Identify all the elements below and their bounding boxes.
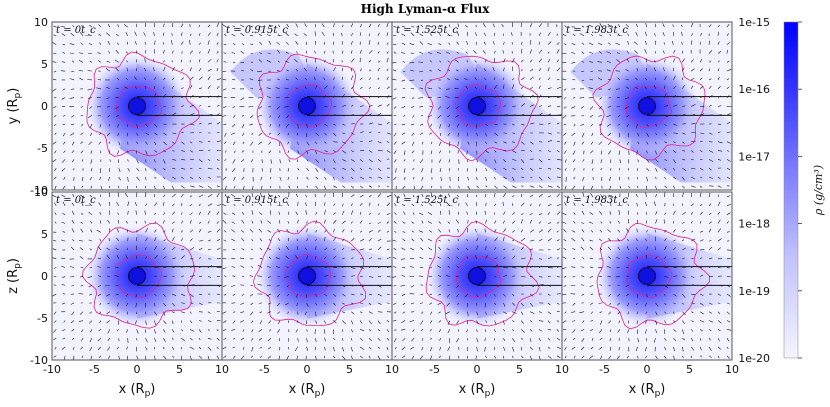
- density-contour: [592, 55, 706, 161]
- panel-r1-c1: t = 0.915t_c: [221, 191, 393, 361]
- velocity-arrows: [52, 22, 222, 190]
- x-tick-label: 10: [555, 363, 569, 376]
- density-contour: [86, 51, 200, 157]
- panel-r0-c0: t = 0t_c: [51, 21, 223, 191]
- x-tick-label: 5: [686, 363, 693, 376]
- panel-time-label: t = 0.915t_c: [226, 195, 288, 206]
- planet: [468, 97, 486, 115]
- planet: [638, 97, 656, 115]
- x-tick-label: 0: [134, 363, 141, 376]
- x-tick-label: 0: [644, 363, 651, 376]
- panel-time-label: t = 1.983t_c: [566, 195, 628, 206]
- y-tick-label: -10: [30, 354, 48, 367]
- x-tick-label: 10: [215, 363, 229, 376]
- x-tick-label: -5: [89, 363, 100, 376]
- panel-r1-c2: t = 1.525t_c: [391, 191, 563, 361]
- velocity-arrows: [222, 22, 391, 190]
- y-tick-label: -5: [37, 312, 48, 325]
- velocity-arrows: [562, 22, 732, 190]
- x-tick-label: 5: [346, 363, 353, 376]
- colorbar-tick-label: 1e-15: [738, 16, 770, 29]
- velocity-arrows: [222, 192, 392, 360]
- colorbar-tick-label: 1e-18: [738, 218, 770, 231]
- density-contour-inner: [454, 83, 501, 127]
- x-axis-label: x (Rp): [119, 382, 156, 399]
- density-contour-inner: [284, 253, 331, 297]
- panel-r0-c3: t = 1.983t_c: [561, 21, 733, 191]
- panel-r1-c3: t = 1.983t_c: [561, 191, 733, 361]
- y-tick-label: 0: [41, 100, 48, 113]
- density-contour-inner: [455, 255, 502, 298]
- panel-r0-c2: t = 1.525t_c: [391, 21, 563, 191]
- density-contour: [81, 222, 195, 329]
- x-tick-label: 5: [516, 363, 523, 376]
- y-tick-label: -10: [30, 184, 48, 197]
- y-tick-label: 0: [41, 270, 48, 283]
- y-tick-label: -5: [37, 142, 48, 155]
- velocity-arrows: [562, 192, 732, 360]
- planet: [128, 97, 146, 115]
- density-contour-inner: [626, 85, 672, 128]
- density-contour: [596, 223, 710, 330]
- velocity-arrows: [52, 192, 222, 360]
- panel-time-label: t = 1.525t_c: [396, 195, 458, 206]
- colorbar-tick-label: 1e-17: [738, 150, 770, 163]
- velocity-arrows: [392, 192, 562, 360]
- colorbar-tick-label: 1e-19: [738, 285, 770, 298]
- colorbar-gradient: [783, 21, 799, 359]
- x-axis-label: x (Rp): [459, 382, 496, 399]
- x-tick-label: 10: [385, 363, 399, 376]
- density-contour: [252, 220, 367, 327]
- y-axis-label: y (Rp): [6, 88, 23, 125]
- x-tick-label: 0: [304, 363, 311, 376]
- axes-labels: 10 5 0 -5 -10 y (Rp) 10 5 0 -5 -10 z (Rp) -10 -5 0 5 10 x…: [6, 16, 739, 399]
- panel-frame: [561, 21, 733, 191]
- panel-time-label: t = 0t_c: [56, 25, 96, 36]
- panel-time-label: t = 0.915t_c: [226, 25, 288, 36]
- planet: [638, 267, 656, 285]
- panel-r1-c0: t = 0t_c: [51, 191, 223, 361]
- density-contour-inner: [286, 85, 332, 128]
- y-tick-label: 5: [41, 58, 48, 71]
- x-tick-label: 10: [725, 363, 739, 376]
- density-contour-inner: [116, 85, 162, 128]
- x-axis-label: x (Rp): [289, 382, 326, 399]
- density-contour: [424, 55, 539, 162]
- y-tick-label: 5: [41, 228, 48, 241]
- x-axis-label: x (Rp): [629, 382, 666, 399]
- y-tick-label: 10: [34, 186, 48, 199]
- x-tick-label: -5: [599, 363, 610, 376]
- planet: [128, 267, 146, 285]
- x-tick-label: 5: [176, 363, 183, 376]
- planet: [298, 267, 316, 285]
- colorbar: 1e-15 1e-16 1e-17 1e-18 1e-19 1e-20 ρ (g/cm³): [738, 16, 825, 365]
- y-axis-label: z (Rp): [6, 258, 23, 294]
- colorbar-tick-label: 1e-16: [738, 83, 770, 96]
- figure-title: High Lyman-α Flux: [361, 2, 491, 16]
- density-contour: [425, 221, 540, 327]
- panel-frame: [561, 191, 733, 361]
- y-tick-label: 10: [34, 16, 48, 29]
- panel-r0-c1: t = 0.915t_c: [221, 21, 393, 191]
- x-tick-label: -5: [259, 363, 270, 376]
- panel-time-label: t = 1.525t_c: [396, 25, 458, 36]
- colorbar-label: ρ (g/cm³): [812, 165, 825, 216]
- colorbar-ticks: 1e-15 1e-16 1e-17 1e-18 1e-19 1e-20: [738, 16, 802, 365]
- panel-time-label: t = 0t_c: [56, 195, 96, 206]
- planet: [298, 97, 316, 115]
- x-tick-label: -5: [429, 363, 440, 376]
- colorbar-tick-label: 1e-20: [738, 352, 770, 365]
- density-contour: [256, 53, 371, 160]
- panel-time-label: t = 1.983t_c: [566, 25, 628, 36]
- planet: [468, 267, 486, 285]
- panel-grid: t = 0t_c t = 0.915t_c t = 1.525t_c t = 1.98…: [51, 21, 733, 361]
- x-tick-label: -10: [43, 363, 61, 376]
- x-tick-label: 0: [474, 363, 481, 376]
- velocity-arrows: [392, 22, 562, 190]
